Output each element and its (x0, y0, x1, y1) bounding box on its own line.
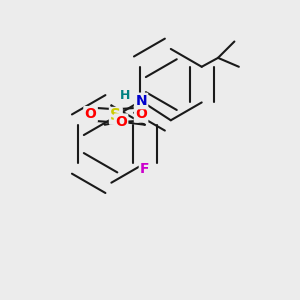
Text: N: N (135, 94, 147, 108)
Text: O: O (115, 115, 127, 129)
Text: S: S (110, 108, 121, 123)
Text: O: O (135, 107, 147, 121)
Text: F: F (140, 162, 150, 176)
Text: O: O (85, 107, 97, 121)
Text: H: H (119, 89, 130, 102)
